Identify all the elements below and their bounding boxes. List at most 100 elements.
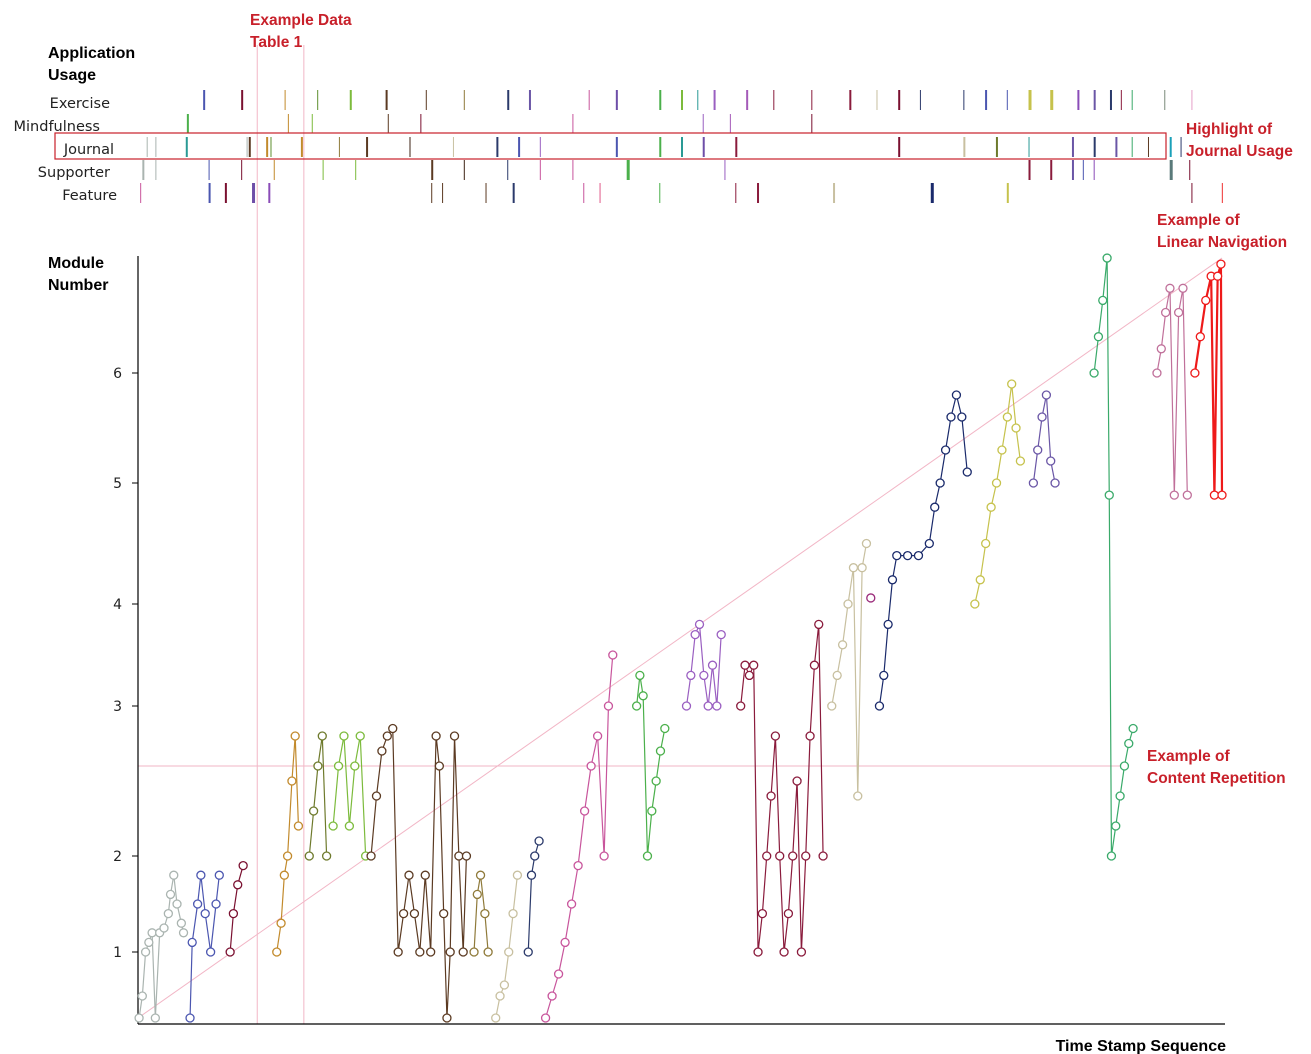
data-point bbox=[409, 908, 420, 919]
data-point bbox=[228, 908, 239, 919]
usage-event-mark bbox=[431, 160, 434, 180]
data-point bbox=[1182, 490, 1192, 500]
series-line bbox=[527, 840, 540, 953]
usage-event-mark bbox=[963, 90, 965, 110]
usage-event-mark bbox=[252, 183, 256, 203]
data-point bbox=[530, 851, 540, 861]
data-point bbox=[196, 870, 206, 880]
data-point bbox=[1124, 738, 1134, 749]
usage-event-mark bbox=[1115, 137, 1118, 157]
data-point bbox=[861, 538, 872, 549]
data-point bbox=[1002, 412, 1013, 422]
data-point bbox=[282, 851, 293, 861]
y-tick-label: 2 bbox=[113, 849, 122, 865]
data-point bbox=[631, 701, 642, 711]
data-point bbox=[211, 899, 221, 909]
usage-event-mark bbox=[512, 183, 515, 203]
data-series bbox=[866, 593, 876, 603]
row-label-exercise: Exercise bbox=[50, 96, 110, 112]
data-point bbox=[366, 851, 376, 861]
usage-event-mark bbox=[735, 183, 737, 203]
usage-event-mark bbox=[1006, 183, 1009, 203]
usage-event-mark bbox=[702, 137, 705, 157]
usage-event-mark bbox=[1093, 90, 1096, 110]
data-point bbox=[712, 701, 722, 711]
usage-event-mark bbox=[287, 114, 289, 133]
data-series bbox=[874, 390, 972, 711]
data-point bbox=[185, 1013, 195, 1023]
usage-event-mark bbox=[930, 183, 934, 203]
data-point bbox=[857, 563, 867, 573]
usage-event-mark bbox=[849, 90, 852, 110]
annotation-linear-line-2: Linear Navigation bbox=[1157, 234, 1287, 251]
annotation-example-table-line-2: Table 1 bbox=[250, 34, 303, 51]
data-point bbox=[225, 947, 235, 957]
usage-event-mark bbox=[311, 114, 313, 133]
data-point bbox=[970, 599, 980, 609]
annotation-example-table-line-1: Example Data bbox=[250, 12, 352, 29]
data-point bbox=[147, 928, 157, 938]
data-point bbox=[716, 629, 726, 640]
data-point bbox=[874, 701, 885, 711]
data-point bbox=[924, 538, 934, 549]
usage-event-mark bbox=[898, 137, 901, 157]
usage-event-mark bbox=[1093, 160, 1095, 180]
usage-event-mark bbox=[1189, 160, 1191, 180]
usage-event-mark bbox=[773, 90, 775, 110]
data-point bbox=[975, 575, 985, 585]
data-point bbox=[1209, 490, 1220, 500]
reference-diagonal-line bbox=[137, 257, 1223, 1019]
data-point bbox=[930, 502, 940, 512]
series-line bbox=[974, 383, 1021, 605]
data-point bbox=[707, 660, 718, 670]
usage-title-line-1: Application bbox=[48, 45, 135, 62]
usage-event-mark bbox=[387, 114, 389, 133]
usage-event-mark bbox=[724, 160, 726, 180]
data-point bbox=[317, 731, 327, 741]
series-line bbox=[1032, 394, 1056, 484]
data-point bbox=[853, 791, 863, 801]
data-point bbox=[293, 821, 304, 831]
data-point bbox=[393, 947, 403, 957]
data-point bbox=[1102, 253, 1112, 263]
data-point bbox=[1178, 283, 1188, 293]
usage-events bbox=[140, 90, 1223, 203]
data-point bbox=[382, 731, 392, 741]
usage-event-mark bbox=[626, 160, 630, 180]
data-point bbox=[371, 791, 382, 801]
usage-event-mark bbox=[420, 114, 422, 133]
usage-event-mark bbox=[681, 90, 683, 110]
row-label-feature: Feature bbox=[62, 188, 117, 204]
usage-event-mark bbox=[539, 160, 541, 180]
usage-event-mark bbox=[1147, 137, 1149, 157]
usage-event-mark bbox=[1120, 90, 1122, 110]
row-label-mindfulness: Mindfulness bbox=[14, 119, 100, 135]
data-point bbox=[957, 412, 967, 422]
y-tick-label: 3 bbox=[113, 699, 122, 715]
usage-event-mark bbox=[349, 90, 352, 110]
data-point bbox=[1195, 332, 1205, 342]
usage-event-mark bbox=[1082, 160, 1084, 180]
data-point bbox=[866, 593, 876, 603]
data-point bbox=[534, 836, 544, 846]
usage-event-mark bbox=[425, 90, 427, 110]
data-point bbox=[586, 761, 596, 771]
data-point bbox=[200, 908, 210, 919]
data-point bbox=[818, 851, 828, 861]
data-point bbox=[603, 701, 614, 711]
data-point bbox=[137, 991, 147, 1001]
usage-event-mark bbox=[266, 137, 269, 157]
usage-event-mark bbox=[919, 90, 921, 110]
data-point bbox=[321, 851, 332, 861]
data-point bbox=[946, 412, 956, 422]
data-point bbox=[350, 761, 360, 771]
usage-event-mark bbox=[442, 183, 444, 203]
usage-event-mark bbox=[140, 183, 142, 203]
data-point bbox=[445, 947, 455, 957]
usage-event-mark bbox=[659, 90, 662, 110]
usage-event-mark bbox=[659, 137, 662, 157]
series-line bbox=[831, 543, 868, 797]
data-point bbox=[238, 860, 248, 871]
data-point bbox=[233, 880, 243, 890]
data-point bbox=[757, 908, 768, 919]
